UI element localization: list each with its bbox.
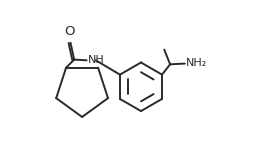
Text: NH₂: NH₂ [186, 58, 207, 68]
Text: O: O [65, 25, 75, 38]
Text: NH: NH [88, 55, 105, 65]
